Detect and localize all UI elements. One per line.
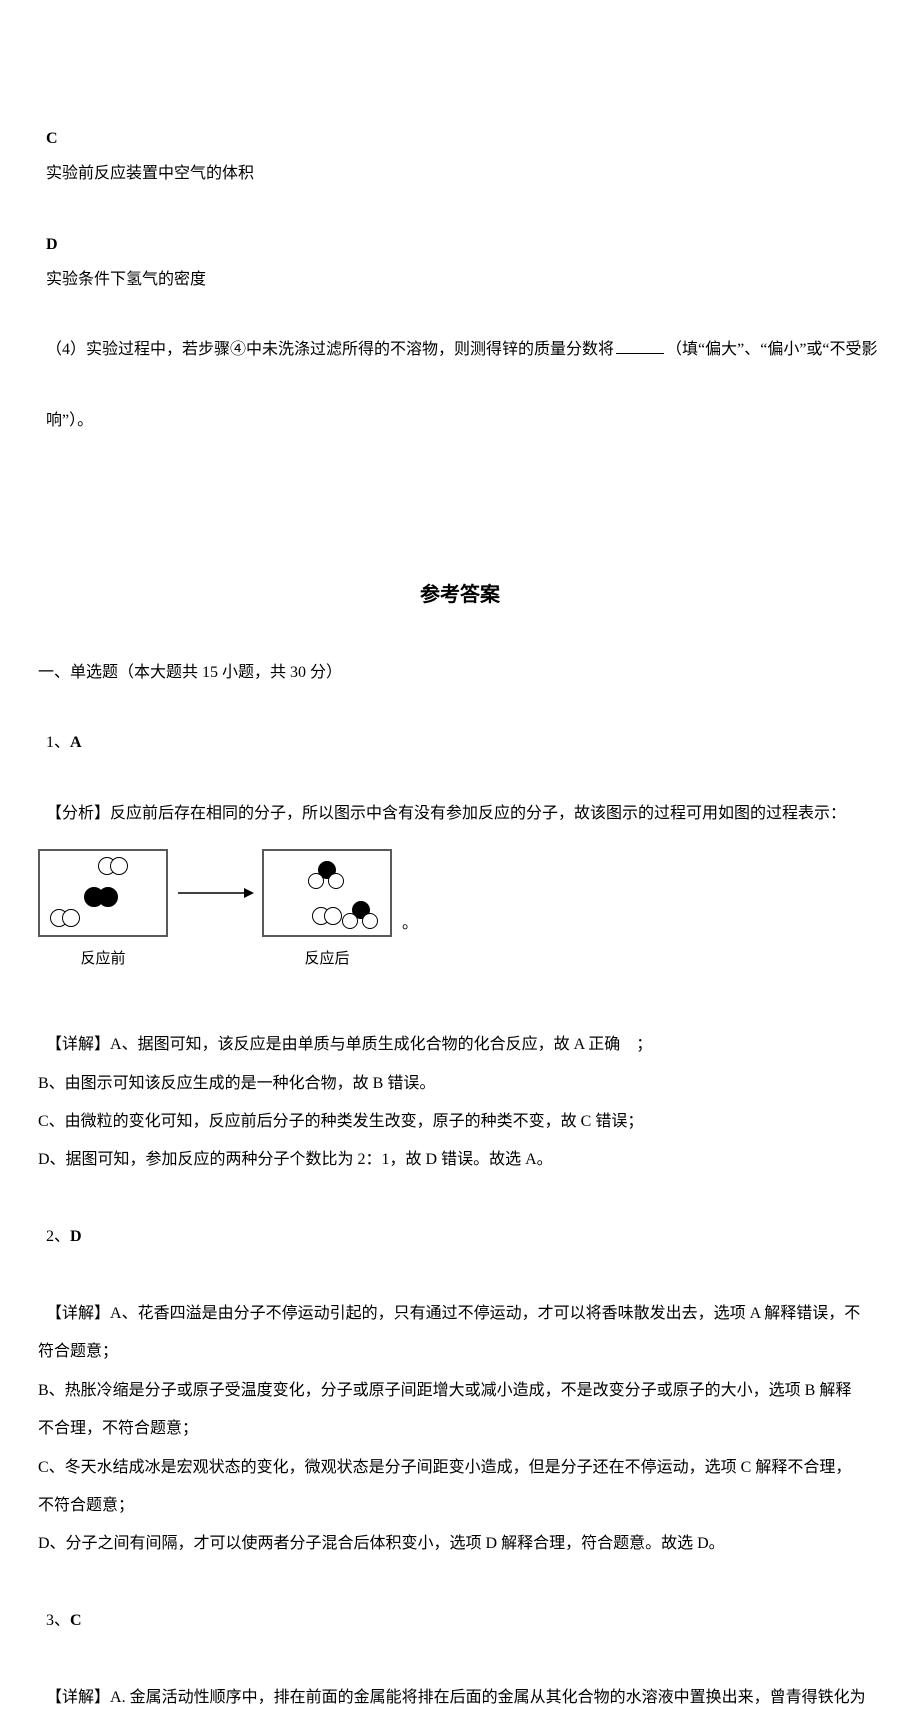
white-circle <box>342 913 358 929</box>
q4-line-1: （4）实验过程中，若步骤④中未洗涤过滤所得的不溶物，则测得锌的质量分数将 （填“偏… <box>38 297 882 367</box>
label-after: 反应后 <box>262 947 392 968</box>
q1-num: 1、 <box>46 734 70 751</box>
black-circle <box>98 887 118 907</box>
white-circle <box>362 913 378 929</box>
option-d-prefix: D <box>46 236 58 253</box>
q2-ans: D <box>70 1228 82 1245</box>
q2-heading: 2、D <box>38 1180 882 1257</box>
q2-text-a1: A、花香四溢是由分子不停运动引起的，只有通过不停运动，才可以将香味散发出去，选项… <box>110 1305 860 1322</box>
white-circle <box>308 873 324 889</box>
q1-line-c: C、由微粒的变化可知，反应前后分子的种类发生改变，原子的种类不变，故 C 错误； <box>38 1103 882 1141</box>
answers-title: 参考答案 <box>38 578 882 607</box>
q2-line-a2: 符合题意； <box>38 1333 882 1371</box>
q1-heading: 1、A <box>38 690 882 760</box>
option-c-prefix: C <box>46 130 58 147</box>
section-header: 一、单选题（本大题共 15 小题，共 30 分） <box>38 655 882 690</box>
fill-blank <box>616 338 664 354</box>
q3-line-a: 【详解】A. 金属活动性顺序中，排在前面的金属能将排在后面的金属从其化合物的水溶… <box>38 1640 882 1717</box>
label-spacer <box>168 947 262 968</box>
q2-line-c2: 不符合题意； <box>38 1487 882 1525</box>
diagram-after-box <box>262 849 392 937</box>
q2-line-c1: C、冬天水结成冰是宏观状态的变化，微观状态是分子间距变小造成，但是分子还在不停运… <box>38 1449 882 1487</box>
q2-detail-label: 【详解】 <box>46 1305 110 1322</box>
q3-num: 3、 <box>46 1612 70 1629</box>
q2-line-b1: B、热胀冷缩是分子或原子受温度变化，分子或原子间距增大或减小造成，不是改变分子或… <box>38 1372 882 1410</box>
q3-heading: 3、C <box>38 1564 882 1641</box>
diagram-period: 。 <box>402 909 418 933</box>
q1-line-d: D、据图可知，参加反应的两种分子个数比为 2：1，故 D 错误。故选 A。 <box>38 1141 882 1179</box>
q1-detail-label: 【详解】 <box>46 1036 110 1053</box>
white-circle <box>62 909 80 927</box>
q2-line-d: D、分子之间有间隔，才可以使两者分子混合后体积变小，选项 D 解释合理，符合题意… <box>38 1525 882 1563</box>
option-d-line: D 实验条件下氢气的密度 <box>38 192 882 298</box>
q4-text-c: 响”）。 <box>46 412 93 429</box>
diagram-before-box <box>38 849 168 937</box>
q2-line-b2: 不合理，不符合题意； <box>38 1410 882 1448</box>
option-d-text: 实验条件下氢气的密度 <box>46 271 206 288</box>
q3-text-a: A. 金属活动性顺序中，排在前面的金属能将排在后面的金属从其化合物的水溶液中置换… <box>110 1689 866 1706</box>
label-before: 反应前 <box>38 947 168 968</box>
diagram-arrow <box>176 849 254 937</box>
diagram-labels: 反应前 反应后 <box>38 947 882 968</box>
white-circle <box>324 907 342 925</box>
q1-detail-a: 【详解】A、据图可知，该反应是由单质与单质生成化合物的化合反应，故 A 正确 ； <box>38 988 882 1065</box>
q4-text-a: （4）实验过程中，若步骤④中未洗涤过滤所得的不溶物，则测得锌的质量分数将 <box>46 341 614 358</box>
q3-detail-label: 【详解】 <box>46 1689 110 1706</box>
q4-text-b: （填“偏大”、“偏小”或“不受影 <box>666 341 878 358</box>
q1-line-b: B、由图示可知该反应生成的是一种化合物，故 B 错误。 <box>38 1065 882 1103</box>
option-c-line: C 实验前反应装置中空气的体积 <box>38 86 882 192</box>
q3-ans: C <box>70 1612 82 1629</box>
q4-line-2: 响”）。 <box>38 368 882 438</box>
q1-analysis-text: 反应前后存在相同的分子，所以图示中含有没有参加反应的分子，故该图示的过程可用如图… <box>110 805 846 822</box>
reaction-diagram: 。 <box>38 849 882 937</box>
white-circle <box>110 857 128 875</box>
white-circle <box>328 873 344 889</box>
q1-ans: A <box>70 734 82 751</box>
q1-analysis-label: 【分析】 <box>46 805 110 822</box>
q1-line-a: A、据图可知，该反应是由单质与单质生成化合物的化合反应，故 A 正确 ； <box>110 1036 652 1053</box>
arrow-icon <box>176 883 254 903</box>
q2-line-a1: 【详解】A、花香四溢是由分子不停运动引起的，只有通过不停运动，才可以将香味散发出… <box>38 1257 882 1334</box>
option-c-text: 实验前反应装置中空气的体积 <box>46 165 254 182</box>
q2-num: 2、 <box>46 1228 70 1245</box>
q1-analysis: 【分析】反应前后存在相同的分子，所以图示中含有没有参加反应的分子，故该图示的过程… <box>38 760 882 830</box>
